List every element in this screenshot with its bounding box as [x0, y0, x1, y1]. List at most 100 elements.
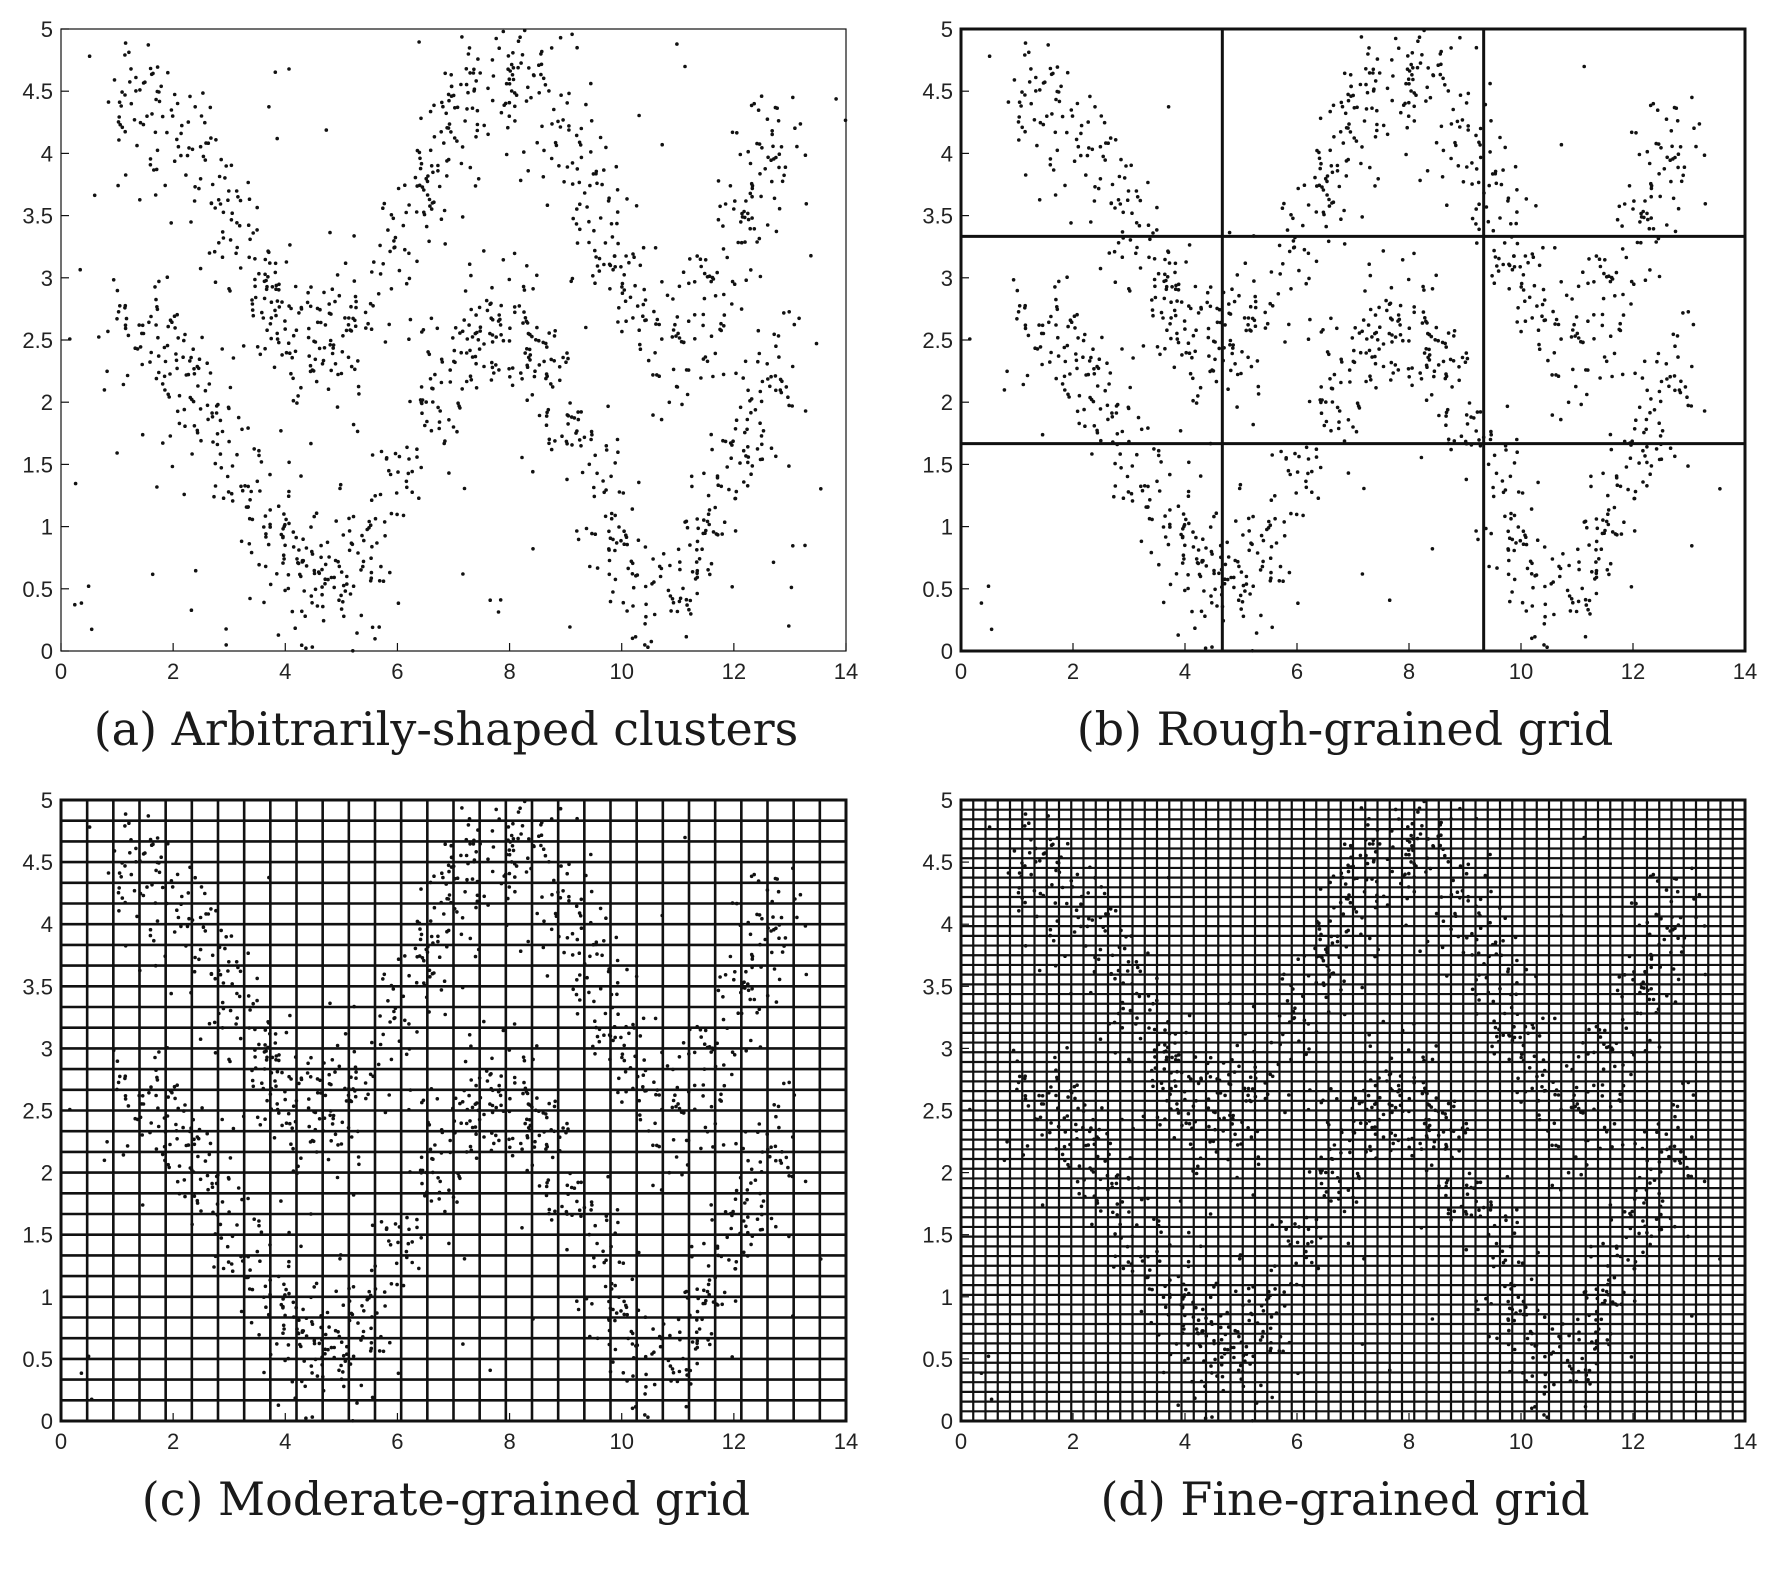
scatter-point [445, 126, 449, 130]
scatter-point [570, 161, 575, 165]
scatter-point [652, 1080, 656, 1084]
scatter-point [250, 1287, 255, 1292]
scatter-point [264, 535, 268, 539]
scatter-point [681, 1041, 686, 1045]
scatter-point [1149, 550, 1154, 555]
scatter-point [1342, 842, 1347, 846]
scatter-point [288, 243, 292, 247]
scatter-point [286, 1111, 291, 1116]
scatter-point [530, 393, 535, 397]
scatter-point [668, 594, 673, 598]
scatter-point [329, 575, 334, 580]
scatter-point [1112, 249, 1117, 254]
scatter-point [381, 977, 385, 981]
scatter-point [1604, 359, 1609, 364]
scatter-point [1240, 350, 1244, 354]
scatter-point [1354, 139, 1359, 143]
scatter-point [1074, 352, 1078, 356]
scatter-point [601, 479, 605, 483]
scatter-point [1374, 330, 1379, 335]
scatter-point [606, 404, 610, 409]
scatter-point [579, 155, 584, 160]
scatter-point [1092, 424, 1097, 428]
scatter-point [472, 67, 476, 72]
scatter-point [382, 1290, 387, 1294]
scatter-point [716, 988, 721, 993]
scatter-point [377, 579, 382, 583]
scatter-point [1082, 407, 1086, 412]
scatter-point [617, 1076, 621, 1081]
scatter-point [123, 323, 128, 328]
scatter-point [281, 561, 285, 565]
scatter-point [489, 301, 493, 306]
scatter-point [275, 1102, 280, 1106]
scatter-point [181, 355, 185, 360]
scatter-point [208, 371, 213, 375]
scatter-point [631, 585, 636, 590]
scatter-point [198, 1037, 203, 1041]
scatter-point [1492, 281, 1497, 286]
scatter-point [542, 148, 546, 153]
scatter-point [1066, 324, 1070, 329]
scatter-point [1006, 100, 1011, 104]
scatter-point [1364, 351, 1368, 355]
x-tick-label: 10 [609, 659, 633, 684]
scatter-point [602, 168, 606, 172]
scatter-point [1155, 228, 1159, 232]
scatter-point [1347, 368, 1352, 372]
scatter-point [1567, 563, 1571, 568]
scatter-point [595, 1034, 600, 1039]
scatter-point [124, 316, 129, 321]
scatter-point [1381, 364, 1386, 369]
scatter-point [155, 89, 160, 94]
scatter-point [123, 326, 128, 331]
scatter-point [1233, 362, 1237, 366]
scatter-point [697, 1327, 702, 1331]
scatter-point [365, 1297, 370, 1302]
scatter-point [576, 537, 581, 542]
scatter-point [1140, 488, 1145, 493]
scatter-point [1561, 552, 1565, 556]
scatter-point [175, 137, 179, 142]
scatter-point [330, 287, 335, 292]
scatter-point [600, 182, 604, 187]
scatter-point [1186, 494, 1191, 499]
scatter-point [272, 365, 277, 370]
scatter-point [1120, 429, 1125, 434]
scatter-point [1282, 201, 1286, 206]
scatter-point [1607, 572, 1611, 577]
scatter-point [1282, 534, 1287, 538]
scatter-point [1488, 920, 1492, 925]
scatter-point [1516, 525, 1521, 529]
scatter-point [752, 101, 756, 106]
scatter-point [388, 472, 393, 477]
scatter-point [1227, 230, 1232, 235]
scatter-point [1087, 146, 1091, 150]
scatter-point [1327, 204, 1332, 208]
scatter-point [611, 537, 615, 542]
scatter-point [1416, 810, 1420, 814]
scatter-point [1702, 409, 1707, 413]
scatter-point [475, 128, 480, 133]
scatter-point [1581, 340, 1585, 345]
scatter-point [464, 82, 469, 87]
scatter-point [1676, 165, 1680, 170]
scatter-point [710, 275, 715, 280]
scatter-point [302, 589, 307, 593]
scatter-point [593, 1223, 597, 1228]
scatter-point [782, 311, 786, 315]
scatter-point [1501, 939, 1505, 943]
scatter-point [746, 460, 750, 465]
scatter-point [1657, 421, 1661, 426]
scatter-point [1465, 165, 1469, 169]
scatter-point [328, 338, 333, 343]
scatter-point [549, 447, 554, 452]
scatter-point [1319, 330, 1324, 334]
scatter-point [1503, 488, 1508, 492]
scatter-point [1261, 538, 1266, 543]
scatter-point [526, 85, 530, 90]
scatter-point [696, 526, 700, 531]
scatter-point [321, 358, 326, 363]
scatter-point [703, 258, 708, 262]
scatter-point [468, 348, 472, 353]
